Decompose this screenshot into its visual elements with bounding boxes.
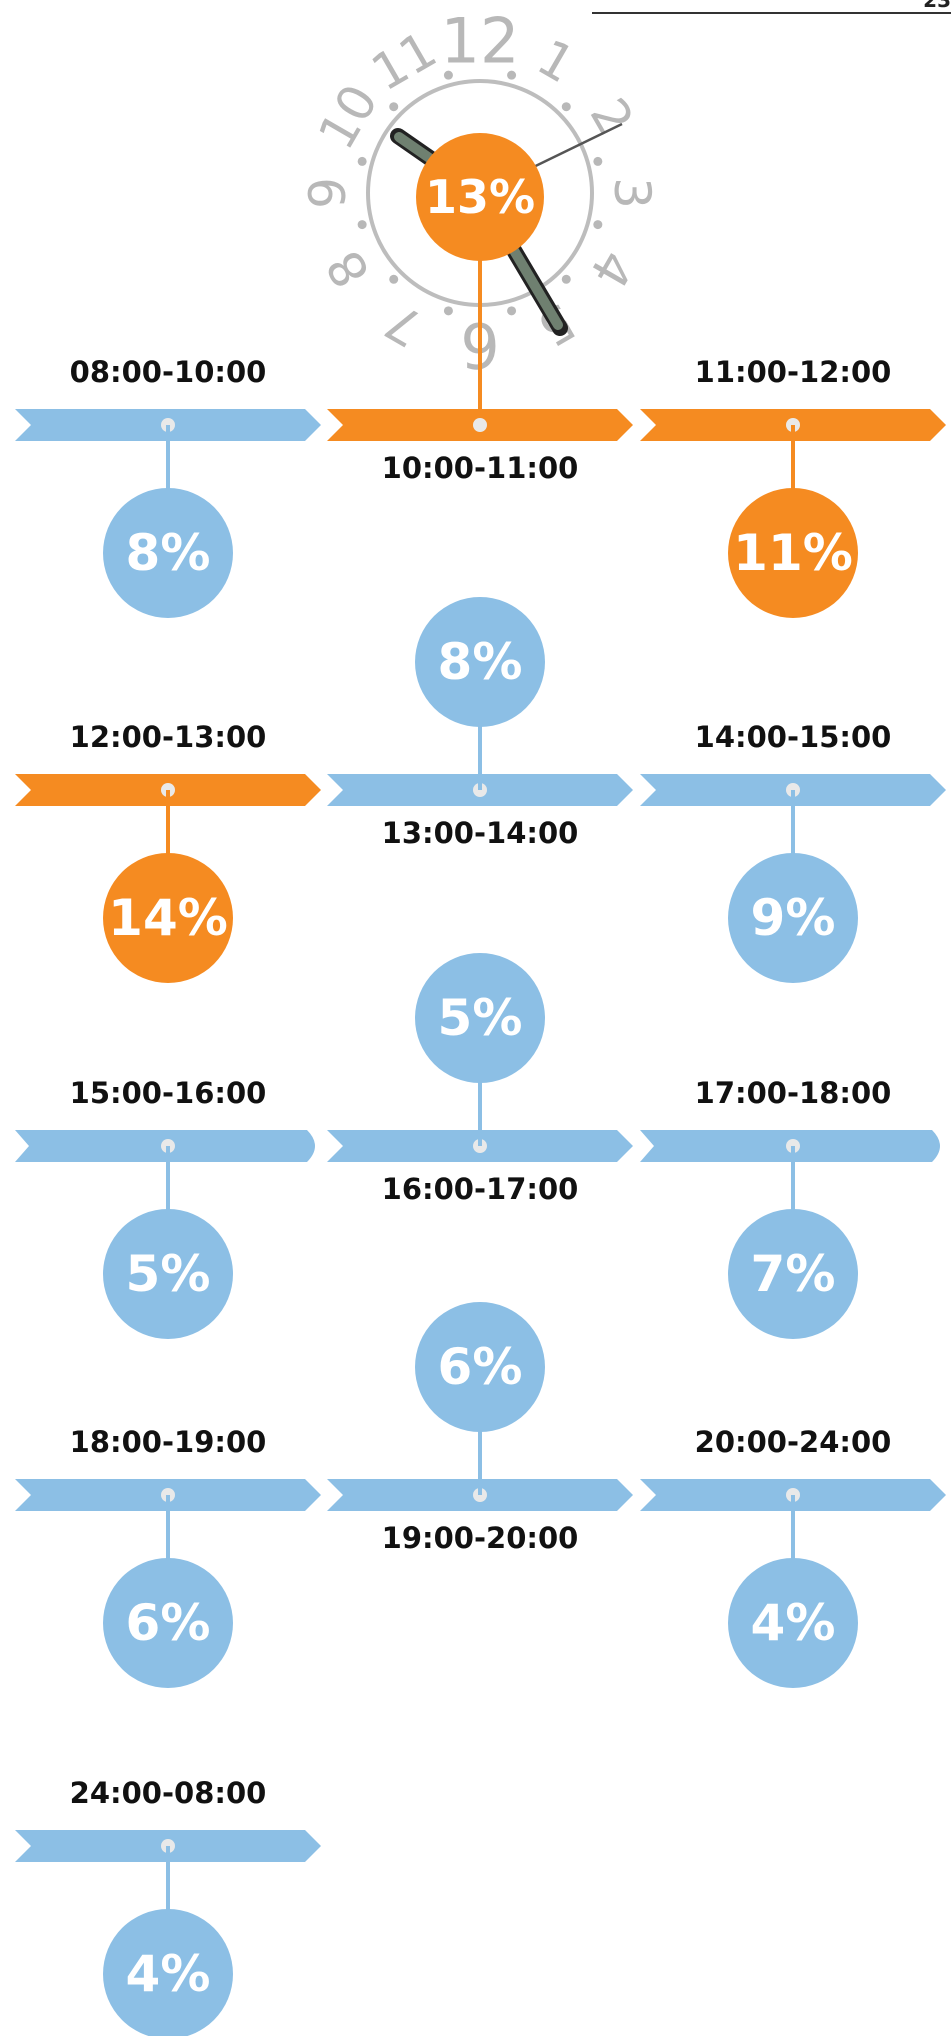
time-range-label: 12:00-13:00 [69,720,267,754]
clock-numeral: 9 [299,177,357,209]
value-label: 11% [733,524,853,582]
time-range-label: 20:00-24:00 [694,1425,892,1459]
header-rule [592,12,951,14]
clock-numeral: 3 [603,177,661,209]
time-range-label: 18:00-19:00 [69,1425,267,1459]
clock-tick-dot [561,274,571,284]
time-range-label: 15:00-16:00 [69,1076,267,1110]
value-bubble: 5% [103,1209,233,1339]
timeline-node-dot [473,783,487,797]
value-label: 5% [125,1245,211,1303]
value-label: 7% [750,1245,836,1303]
clock-tick-dot [357,220,367,230]
time-range-label: 24:00-08:00 [69,1776,267,1810]
time-range-label: 19:00-20:00 [381,1521,579,1555]
clock-tick-dot [507,306,517,316]
value-label: 6% [125,1594,211,1652]
value-bubble: 9% [728,853,858,983]
value-bubble: 5% [415,953,545,1083]
value-bubble: 4% [728,1558,858,1688]
time-range-label: 14:00-15:00 [694,720,892,754]
clock-icon: 121234567891011 [299,5,661,382]
time-range-label: 11:00-12:00 [694,355,892,389]
value-bubble: 6% [103,1558,233,1688]
value-bubble: 14% [103,853,233,983]
clock-tick-dot [507,70,517,80]
value-bubble: 7% [728,1209,858,1339]
value-label: 4% [750,1594,836,1652]
clock-stem [478,200,482,425]
clock-tick-dot [593,220,603,230]
clock-tick-dot [443,70,453,80]
value-label: 5% [437,989,523,1047]
value-bubble: 6% [415,1302,545,1432]
value-bubble: 11% [728,488,858,618]
clock-tick-dot [443,306,453,316]
clock-center-label: 13% [424,170,536,224]
clock-center-value: 13% [416,133,544,261]
value-label: 14% [108,889,228,947]
value-bubble: 8% [103,488,233,618]
clock-tick-dot [389,274,399,284]
clock-tick-dot [357,156,367,166]
timeline-node-dot [473,418,487,432]
value-label: 8% [125,524,211,582]
value-label: 8% [437,633,523,691]
value-label: 6% [437,1338,523,1396]
time-range-label: 08:00-10:00 [69,355,267,389]
clock-tick-dot [593,156,603,166]
time-range-label: 13:00-14:00 [381,816,579,850]
clock-tick-dot [389,102,399,112]
value-label: 4% [125,1945,211,2003]
time-range-label: 10:00-11:00 [381,451,579,485]
value-bubble: 8% [415,597,545,727]
clock-numeral: 12 [441,5,520,78]
clock-tick-dot [561,102,571,112]
time-range-label: 16:00-17:00 [381,1172,579,1206]
timeline-node-dot [473,1139,487,1153]
timeline-node-dot [473,1488,487,1502]
time-range-label: 17:00-18:00 [694,1076,892,1110]
value-label: 9% [750,889,836,947]
value-bubble: 4% [103,1909,233,2036]
page-number: 23 [923,0,951,12]
